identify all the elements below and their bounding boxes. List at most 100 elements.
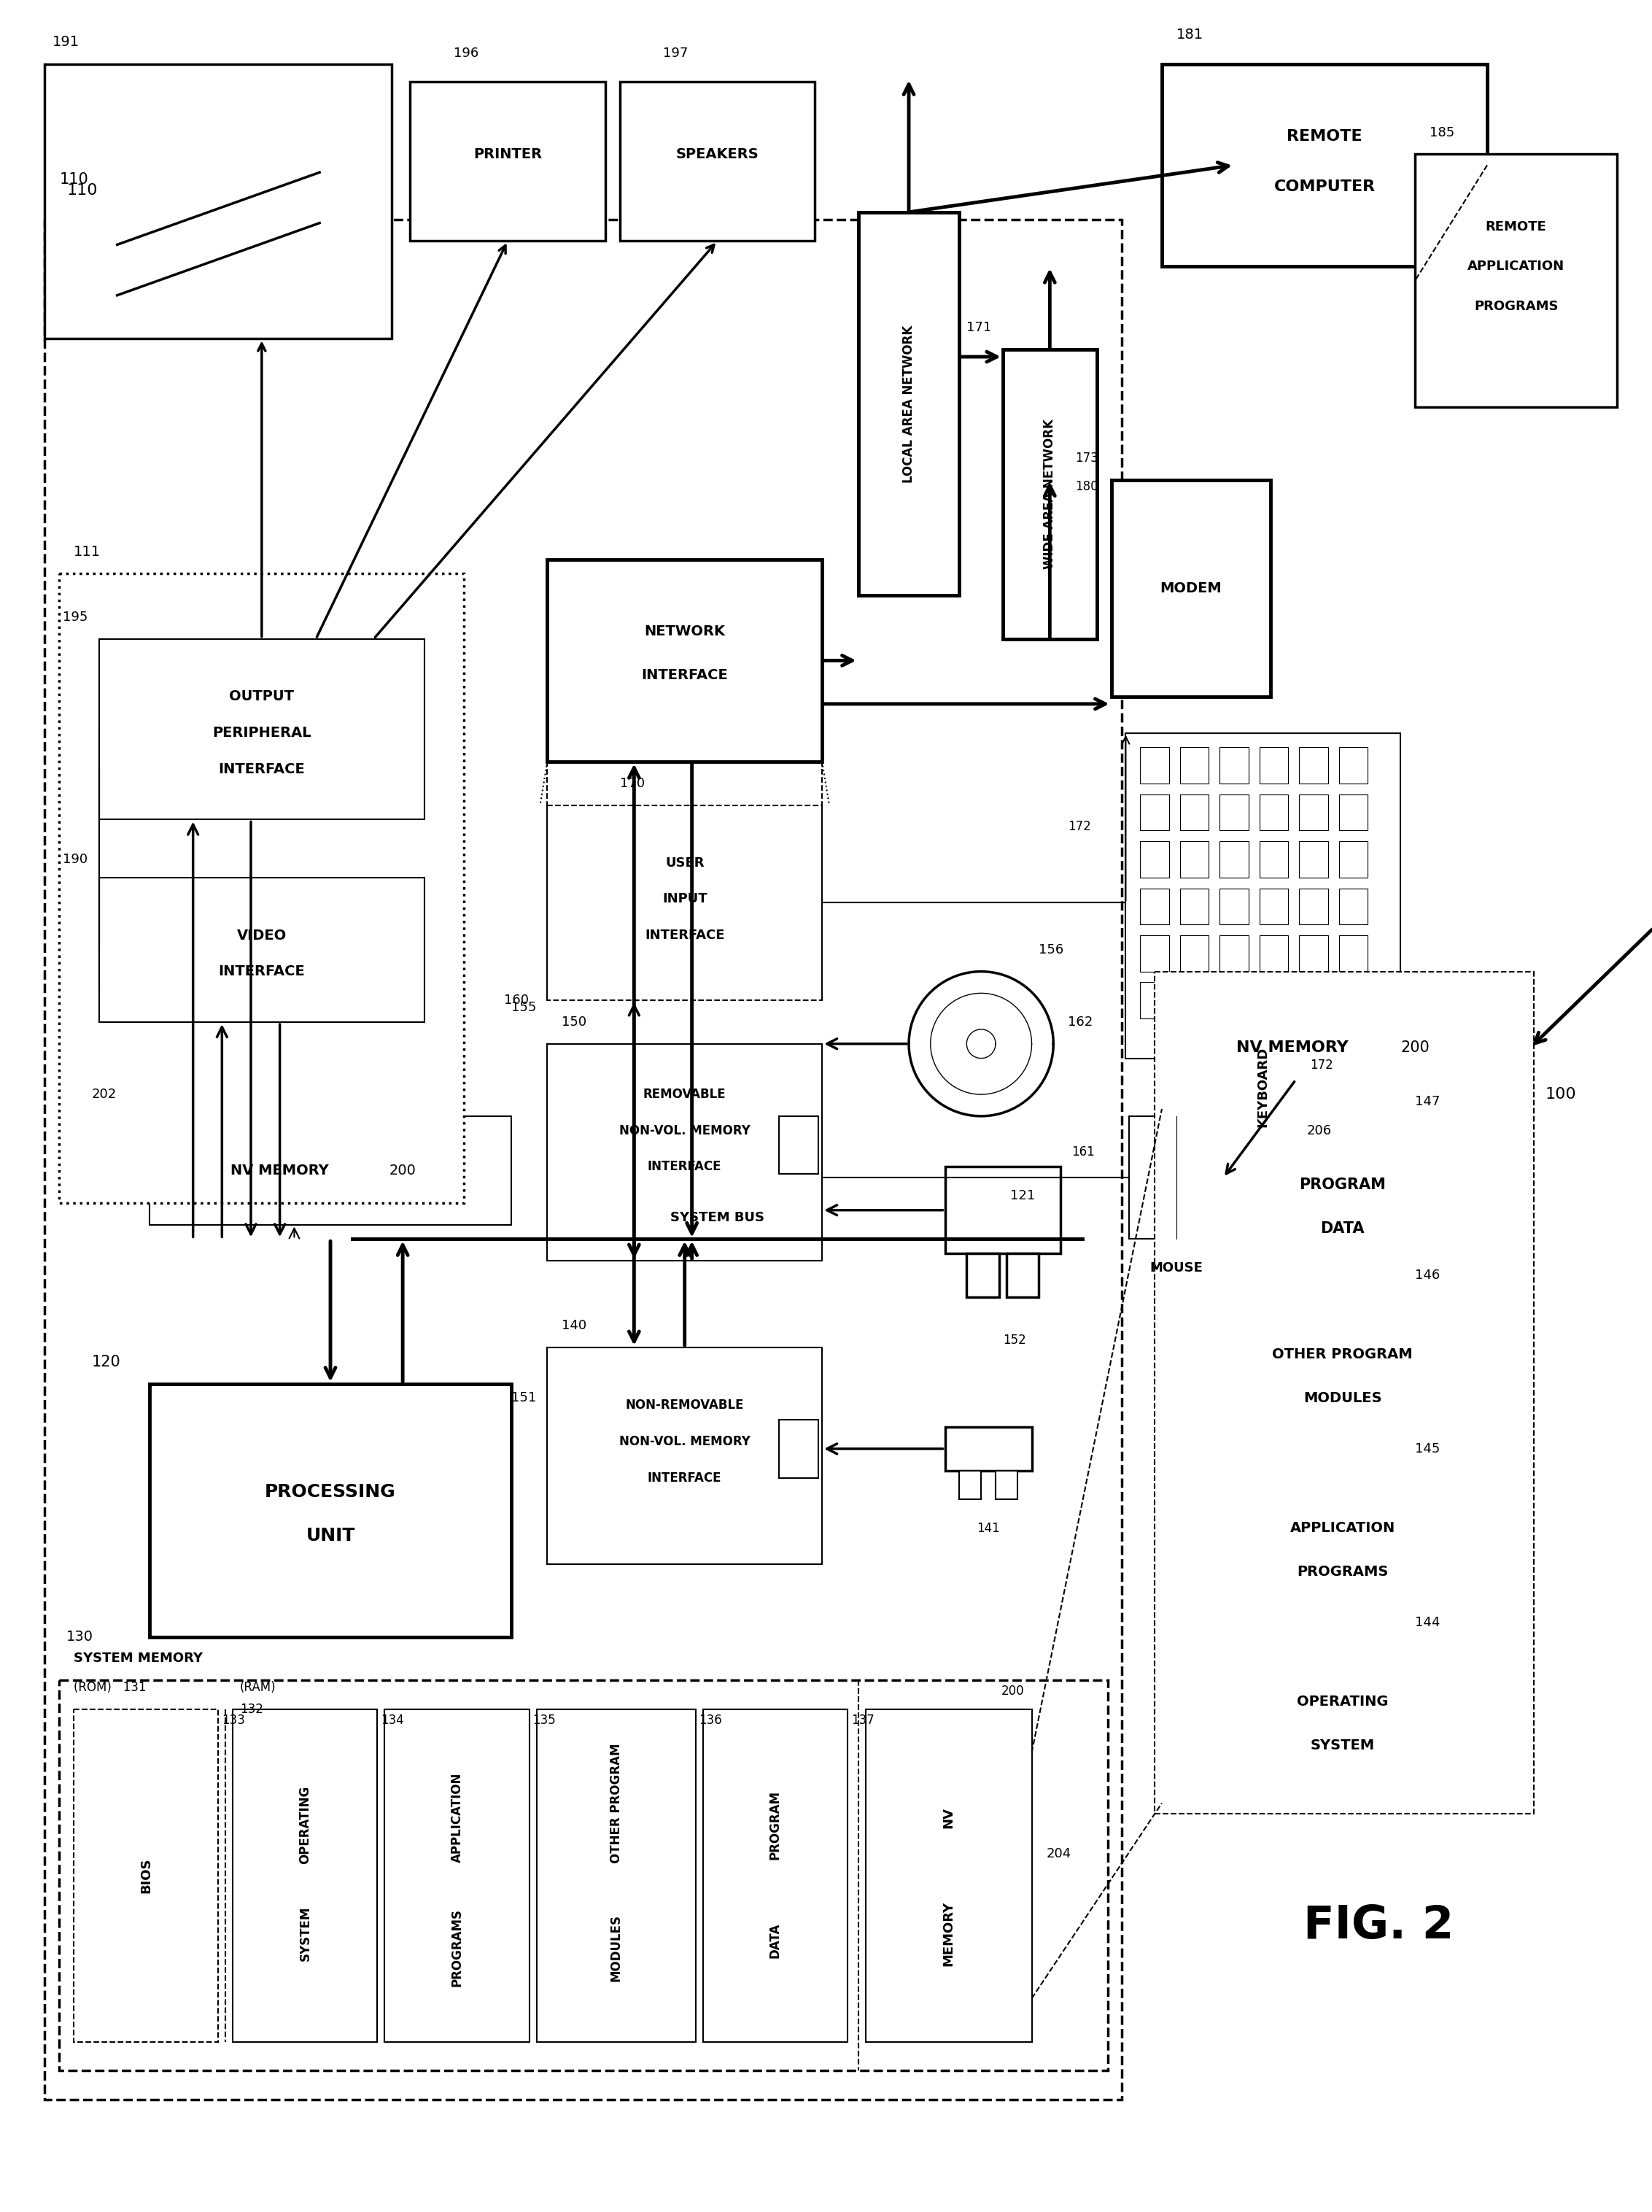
Text: 137: 137	[851, 1714, 874, 1728]
Text: MODEM: MODEM	[1160, 582, 1222, 595]
Text: 156: 156	[1039, 942, 1064, 956]
Text: 200: 200	[1401, 1040, 1429, 1055]
Text: NON-VOL. MEMORY: NON-VOL. MEMORY	[620, 1436, 750, 1449]
Text: PROGRAMS: PROGRAMS	[1474, 299, 1558, 312]
Text: 202: 202	[93, 1088, 117, 1102]
Bar	[1340, 889, 1368, 925]
Bar	[59, 1681, 1107, 2070]
Bar	[1140, 748, 1170, 783]
Text: SYSTEM MEMORY: SYSTEM MEMORY	[74, 1652, 203, 1666]
Bar	[1140, 841, 1170, 878]
Text: WIDE AREA NETWORK: WIDE AREA NETWORK	[1042, 418, 1056, 568]
Bar	[1340, 841, 1368, 878]
Text: NV MEMORY: NV MEMORY	[1236, 1040, 1348, 1055]
Bar	[1340, 748, 1368, 783]
Text: MODULES: MODULES	[1303, 1391, 1381, 1405]
Bar	[778, 1117, 818, 1175]
Bar	[59, 573, 464, 1203]
Text: 161: 161	[1072, 1146, 1095, 1159]
Text: SYSTEM BUS: SYSTEM BUS	[671, 1210, 765, 1223]
Bar	[966, 1254, 999, 1296]
Bar	[1180, 889, 1209, 925]
Text: 147: 147	[1414, 1095, 1441, 1108]
Text: NV: NV	[942, 1807, 955, 1827]
Text: MOUSE: MOUSE	[1150, 1261, 1203, 1274]
Bar	[99, 639, 425, 821]
Text: PRINTER: PRINTER	[472, 148, 542, 161]
Text: 150: 150	[562, 1015, 586, 1029]
Text: 160: 160	[504, 993, 529, 1006]
Bar	[1259, 748, 1289, 783]
Bar	[1298, 841, 1328, 878]
Bar	[547, 805, 823, 1000]
Bar	[945, 1166, 1061, 1254]
Text: 151: 151	[510, 1391, 537, 1405]
Bar	[778, 1420, 818, 1478]
Bar	[1161, 64, 1487, 265]
Text: REMOTE: REMOTE	[1287, 128, 1363, 144]
Text: USER: USER	[666, 856, 704, 869]
Text: 120: 120	[93, 1354, 121, 1369]
Text: FIG. 2: FIG. 2	[1303, 1905, 1454, 1949]
Text: PROCESSING: PROCESSING	[264, 1484, 396, 1502]
Text: COMPUTER: COMPUTER	[1274, 179, 1374, 195]
Text: 206: 206	[1307, 1124, 1332, 1137]
Text: INTERFACE: INTERFACE	[218, 763, 306, 776]
Bar	[1140, 889, 1170, 925]
Text: 130: 130	[66, 1630, 94, 1644]
Text: OTHER PROGRAM: OTHER PROGRAM	[1272, 1347, 1412, 1363]
Text: 181: 181	[1176, 29, 1203, 42]
Bar	[99, 878, 425, 1022]
Bar	[547, 1347, 823, 1564]
Text: INTERFACE: INTERFACE	[648, 1159, 722, 1172]
Text: INTERFACE: INTERFACE	[641, 668, 729, 681]
Text: APPLICATION: APPLICATION	[1290, 1522, 1396, 1535]
Text: PERIPHERAL: PERIPHERAL	[211, 726, 311, 739]
Bar	[1298, 936, 1328, 971]
Bar	[1298, 889, 1328, 925]
Bar	[547, 560, 823, 761]
Text: 135: 135	[534, 1714, 557, 1728]
Bar	[1414, 155, 1617, 407]
Bar	[857, 212, 960, 595]
Bar	[1155, 971, 1535, 1814]
Text: SPEAKERS: SPEAKERS	[676, 148, 758, 161]
Bar	[1298, 794, 1328, 830]
Bar	[1298, 748, 1328, 783]
Bar	[537, 1710, 695, 2042]
Bar	[1259, 794, 1289, 830]
Text: LOCAL AREA NETWORK: LOCAL AREA NETWORK	[902, 325, 915, 482]
Text: 190: 190	[63, 854, 88, 865]
Text: 140: 140	[562, 1318, 586, 1332]
Text: 144: 144	[1414, 1615, 1441, 1628]
Bar	[1112, 480, 1270, 697]
Bar	[945, 1427, 1032, 1471]
Text: 185: 185	[1429, 126, 1454, 139]
Text: INTERFACE: INTERFACE	[644, 929, 725, 942]
Text: KEYBOARD: KEYBOARD	[1257, 1046, 1270, 1128]
Text: PROGRAM: PROGRAM	[768, 1790, 781, 1860]
Bar	[1219, 748, 1249, 783]
Bar	[620, 82, 814, 241]
Bar	[1003, 349, 1097, 639]
Bar	[1259, 982, 1289, 1018]
Bar	[1259, 889, 1289, 925]
Text: 152: 152	[1003, 1334, 1026, 1347]
Bar	[150, 1117, 510, 1225]
Bar	[1180, 748, 1209, 783]
Bar	[74, 1710, 218, 2042]
Text: REMOVABLE: REMOVABLE	[643, 1088, 727, 1102]
Text: 100: 100	[1545, 1086, 1576, 1102]
Text: INPUT: INPUT	[662, 894, 707, 905]
Text: INTERFACE: INTERFACE	[648, 1471, 722, 1484]
Text: 172: 172	[1310, 1060, 1333, 1073]
Text: 195: 195	[63, 611, 88, 624]
Text: INTERFACE: INTERFACE	[218, 964, 306, 978]
Bar	[1259, 936, 1289, 971]
Text: 200: 200	[390, 1164, 416, 1177]
Bar	[1180, 936, 1209, 971]
Text: 133: 133	[221, 1714, 244, 1728]
Text: 146: 146	[1414, 1270, 1441, 1281]
Text: PROGRAM: PROGRAM	[1298, 1177, 1386, 1192]
Bar	[1340, 794, 1368, 830]
